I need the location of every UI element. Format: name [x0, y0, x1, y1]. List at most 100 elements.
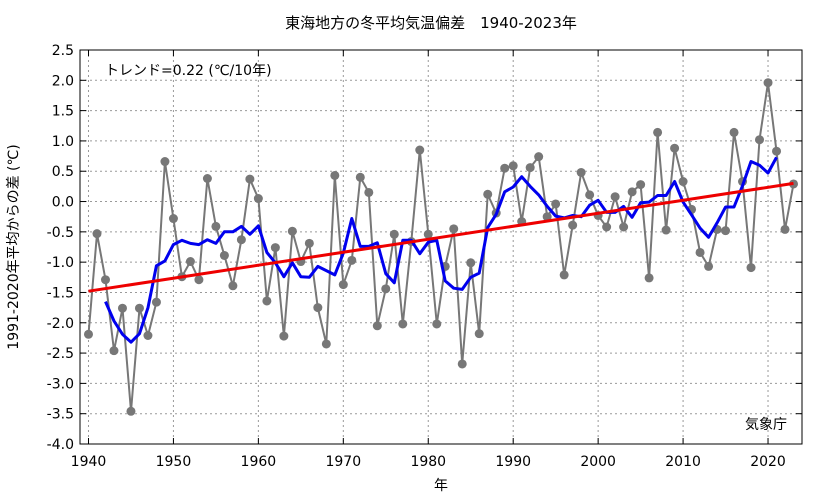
y-tick-label: -2.0 [47, 316, 74, 332]
data-point [100, 275, 110, 285]
x-tick-label: 1980 [410, 454, 446, 470]
y-tick-label: 2.0 [52, 73, 74, 89]
y-tick-label: -0.5 [47, 225, 74, 241]
data-point [729, 127, 739, 137]
data-point [194, 275, 204, 285]
five-year-running-mean [104, 156, 778, 344]
data-point [279, 331, 289, 341]
data-point [160, 157, 170, 167]
data-point [500, 163, 510, 173]
y-tick-label: -4.0 [47, 437, 74, 453]
data-point [576, 167, 586, 177]
data-point [746, 263, 756, 273]
linear-trend-line [88, 181, 794, 293]
data-point [585, 190, 595, 200]
trend-annotation: トレンド=0.22 (℃/10年) [105, 63, 272, 79]
y-tick-label: -2.5 [47, 346, 74, 362]
data-point [457, 359, 467, 369]
data-point [364, 187, 374, 197]
data-point [211, 221, 221, 231]
data-point [355, 172, 365, 182]
data-point [202, 174, 212, 184]
data-point [338, 280, 348, 290]
data-point [381, 284, 391, 294]
x-tick-label: 1950 [156, 454, 192, 470]
data-point [432, 319, 442, 329]
data-point [772, 146, 782, 156]
data-point [83, 329, 93, 339]
data-point [270, 243, 280, 253]
y-tick-label: 0.0 [52, 195, 74, 211]
x-tick-label: 2000 [580, 454, 616, 470]
data-point [678, 177, 688, 187]
data-point [134, 303, 144, 313]
data-point [253, 194, 263, 204]
data-point [304, 238, 314, 248]
chart-title: 東海地方の冬平均気温偏差 1940-2023年 [285, 14, 577, 32]
y-tick-label: -3.5 [47, 407, 74, 423]
data-point [330, 170, 340, 180]
data-point [627, 187, 637, 197]
data-point [525, 163, 535, 173]
data-point [653, 127, 663, 137]
data-point [602, 222, 612, 232]
x-tick-label: 2020 [750, 454, 786, 470]
data-point [168, 214, 178, 224]
y-tick-label: 2.5 [52, 43, 74, 59]
x-axis-ticks: 1940 1950 1960 1970 1980 1990 2000 2010 2020 [71, 50, 786, 470]
data-point [619, 222, 629, 232]
data-point [287, 226, 297, 236]
data-point [219, 250, 229, 260]
source-label: 気象庁 [745, 417, 787, 433]
data-point [372, 321, 382, 331]
x-tick-label: 1940 [71, 454, 107, 470]
data-point [780, 224, 790, 234]
series-layer [83, 78, 799, 416]
data-point [661, 225, 671, 235]
data-point [704, 261, 714, 271]
x-axis-label: 年 [434, 478, 448, 494]
annual-anomaly-series [87, 81, 795, 413]
data-point [483, 189, 493, 199]
y-tick-label: 1.5 [52, 104, 74, 120]
data-point [398, 319, 408, 329]
data-point [449, 224, 459, 234]
data-point [151, 297, 161, 307]
y-tick-label: -3.0 [47, 376, 74, 392]
data-point [551, 199, 561, 209]
data-point [109, 346, 119, 356]
y-tick-label: 1.0 [52, 134, 74, 150]
data-point [755, 135, 765, 145]
data-point [92, 229, 102, 239]
data-point [508, 161, 518, 171]
data-point [262, 296, 272, 306]
grid-lines [80, 50, 802, 444]
y-tick-label: -1.0 [47, 255, 74, 271]
data-point [236, 235, 246, 245]
x-tick-label: 1970 [325, 454, 361, 470]
data-point [763, 78, 773, 88]
x-tick-label: 2010 [665, 454, 701, 470]
data-point [670, 143, 680, 153]
data-point [559, 270, 569, 280]
data-point [534, 152, 544, 162]
data-point [466, 258, 476, 268]
data-point [347, 255, 357, 265]
y-axis-label: 1991-2020年平均からの差 (℃) [6, 144, 22, 349]
data-point [185, 257, 195, 267]
data-point [415, 145, 425, 155]
data-point [228, 281, 238, 291]
x-tick-label: 1960 [241, 454, 277, 470]
data-point [636, 180, 646, 190]
plot-frame [79, 49, 803, 445]
data-point [143, 330, 153, 340]
data-point [610, 192, 620, 202]
data-point [644, 273, 654, 283]
data-point [423, 229, 433, 239]
data-point [695, 247, 705, 257]
data-point [568, 220, 578, 230]
x-tick-label: 1990 [495, 454, 531, 470]
y-tick-label: -1.5 [47, 285, 74, 301]
y-tick-label: 0.5 [52, 164, 74, 180]
